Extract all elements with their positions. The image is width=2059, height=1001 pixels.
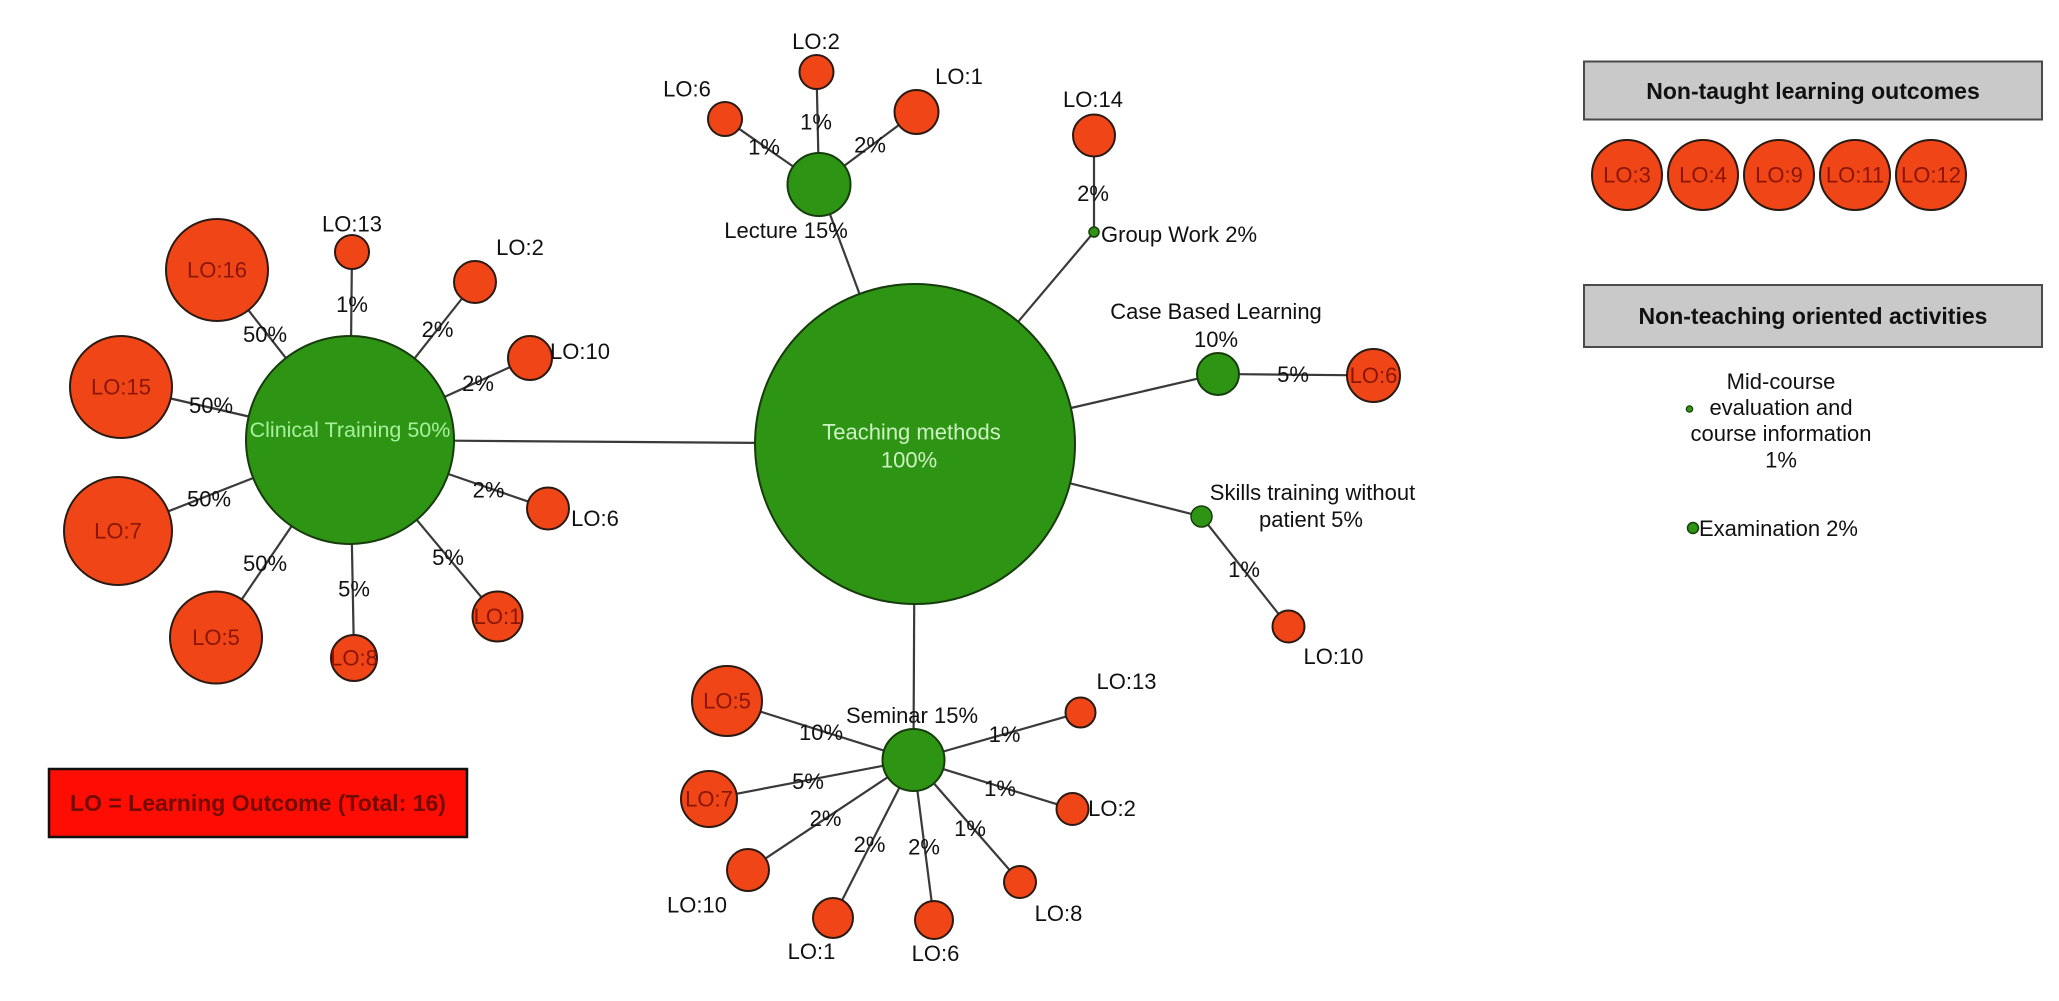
svg-text:Seminar 15%: Seminar 15% [846,703,978,728]
svg-text:1%: 1% [748,135,780,160]
svg-text:2%: 2% [854,133,886,158]
svg-text:LO:5: LO:5 [703,689,751,714]
svg-text:LO:6: LO:6 [912,941,960,966]
svg-text:2%: 2% [810,806,842,831]
svg-text:Group Work 2%: Group Work 2% [1101,222,1257,247]
svg-text:50%: 50% [243,551,287,576]
svg-text:5%: 5% [432,545,464,570]
svg-text:LO:6: LO:6 [571,506,619,531]
svg-text:1%: 1% [336,292,368,317]
svg-text:LO:2: LO:2 [1088,796,1136,821]
svg-text:2%: 2% [462,371,494,396]
svg-text:LO:14: LO:14 [1063,87,1123,112]
svg-text:LO = Learning Outcome (Total:: LO = Learning Outcome (Total: 16) [70,790,446,816]
svg-text:LO:5: LO:5 [192,625,240,650]
svg-text:2%: 2% [422,317,454,342]
svg-text:LO:6: LO:6 [1350,363,1398,388]
svg-text:Teaching methods: Teaching methods [822,420,1001,445]
svg-text:100%: 100% [881,448,937,473]
svg-text:Lecture 15%: Lecture 15% [724,218,848,243]
svg-text:Mid-course: Mid-course [1727,369,1836,394]
svg-text:LO:7: LO:7 [685,787,733,812]
svg-text:10%: 10% [1194,327,1238,352]
svg-text:LO:8: LO:8 [330,646,378,671]
svg-text:LO:6: LO:6 [663,77,711,102]
svg-text:LO:3: LO:3 [1603,163,1651,188]
svg-text:LO:1: LO:1 [935,64,983,89]
svg-text:Skills training without: Skills training without [1210,480,1415,505]
svg-text:LO:10: LO:10 [1304,644,1364,669]
svg-text:1%: 1% [800,110,832,135]
svg-text:LO:4: LO:4 [1679,163,1727,188]
svg-text:course information: course information [1691,421,1872,446]
svg-text:LO:10: LO:10 [667,893,727,918]
svg-text:LO:13: LO:13 [322,212,382,237]
svg-text:50%: 50% [243,322,287,347]
svg-text:Case Based Learning: Case Based Learning [1110,299,1322,324]
svg-text:50%: 50% [189,393,233,418]
svg-text:patient 5%: patient 5% [1259,507,1363,532]
svg-text:LO:15: LO:15 [91,375,151,400]
svg-text:evaluation and: evaluation and [1709,395,1852,420]
svg-text:Clinical Training 50%: Clinical Training 50% [250,418,451,442]
svg-text:LO:16: LO:16 [187,258,247,283]
svg-text:5%: 5% [338,577,370,602]
svg-text:2%: 2% [473,478,505,503]
svg-text:LO:2: LO:2 [792,29,840,54]
svg-text:LO:12: LO:12 [1901,163,1961,188]
svg-text:10%: 10% [799,720,843,745]
svg-text:Non-teaching oriented activiti: Non-teaching oriented activities [1639,303,1988,329]
svg-text:LO:1: LO:1 [788,939,836,964]
svg-text:2%: 2% [854,832,886,857]
svg-text:5%: 5% [1277,362,1309,387]
svg-text:50%: 50% [187,487,231,512]
svg-text:LO:8: LO:8 [1035,901,1083,926]
svg-text:1%: 1% [984,776,1016,801]
svg-text:LO:10: LO:10 [550,339,610,364]
svg-text:LO:9: LO:9 [1755,163,1803,188]
svg-text:1%: 1% [989,722,1021,747]
svg-text:1%: 1% [1765,448,1797,473]
svg-text:1%: 1% [1228,557,1260,582]
svg-text:2%: 2% [1077,181,1109,206]
svg-text:LO:1: LO:1 [474,604,522,629]
svg-text:5%: 5% [792,769,824,794]
svg-text:LO:11: LO:11 [1826,163,1884,188]
svg-text:LO:13: LO:13 [1097,669,1157,694]
svg-text:1%: 1% [954,816,986,841]
svg-text:LO:2: LO:2 [496,235,544,260]
svg-text:2%: 2% [908,835,940,860]
svg-text:Examination 2%: Examination 2% [1699,516,1858,541]
svg-text:Non-taught learning outcomes: Non-taught learning outcomes [1646,78,1980,104]
svg-text:LO:7: LO:7 [94,519,142,544]
